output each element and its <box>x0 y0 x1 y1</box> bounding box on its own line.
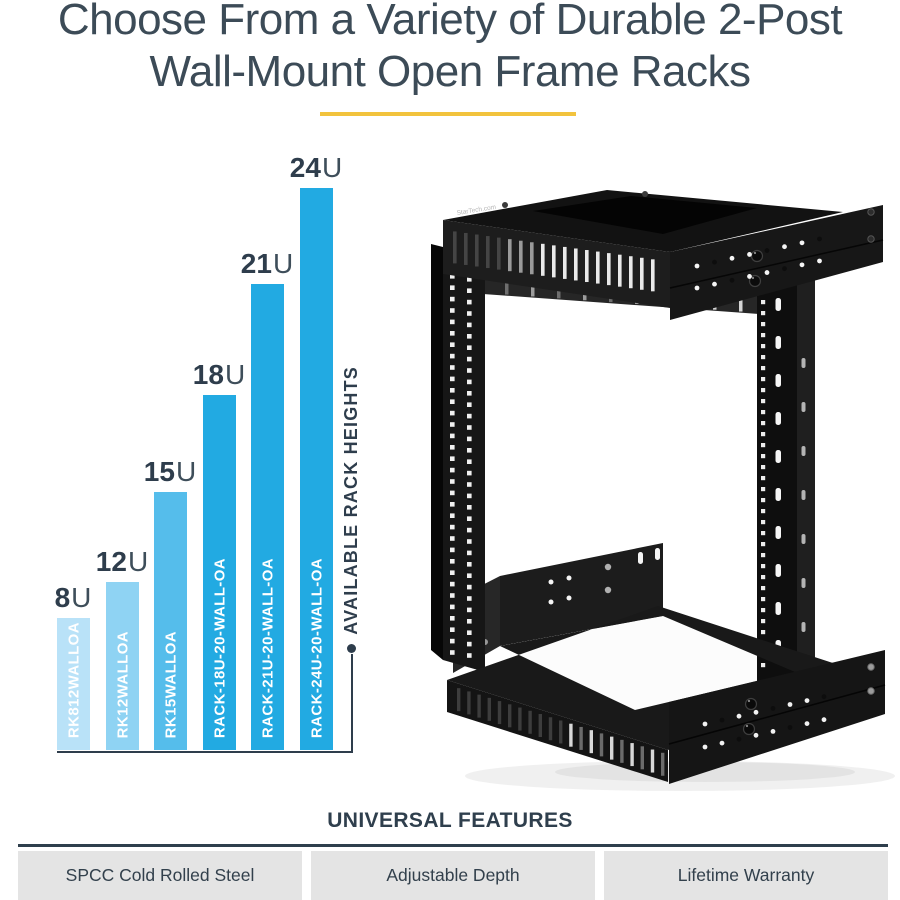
bar-RACK-24U-20-WALL-OA: RACK-24U-20-WALL-OA <box>300 188 333 750</box>
bar-height-label: 15U <box>143 456 197 487</box>
bar-height-label: 18U <box>192 359 246 390</box>
bar-model-label: RK12WALLOA <box>114 630 131 738</box>
bar-model-label: RACK-24U-20-WALL-OA <box>308 557 325 738</box>
rack-right-post <box>757 254 815 692</box>
bar-RK15WALLOA: RK15WALLOA <box>154 492 187 750</box>
bar-height-label: 8U <box>54 582 92 613</box>
bar-RACK-21U-20-WALL-OA: RACK-21U-20-WALL-OA <box>251 284 284 750</box>
rack-heights-chart: AVAILABLE RACK HEIGHTS RK812WALLOA 8U RK12… <box>0 138 390 753</box>
rack-left-post <box>431 244 485 672</box>
bar-model-label: RK812WALLOA <box>65 621 82 738</box>
chart-baseline <box>57 751 353 753</box>
feature-cell-depth: Adjustable Depth <box>311 851 595 900</box>
bar-RK812WALLOA: RK812WALLOA <box>57 618 90 750</box>
rack-floor-opening <box>500 616 795 710</box>
chart-callout-line <box>351 654 353 753</box>
features-heading: UNIVERSAL FEATURES <box>327 809 573 832</box>
rack-bottom-frame <box>447 606 886 784</box>
title-accent-underline <box>320 112 576 116</box>
bar-model-label: RACK-18U-20-WALL-OA <box>211 557 228 738</box>
bar-RK12WALLOA: RK12WALLOA <box>106 582 139 750</box>
title-line-1: Choose From a Variety of Durable 2-Post <box>57 0 843 44</box>
feature-cell-warranty: Lifetime Warranty <box>604 851 888 900</box>
rack-product-photo: StarTech.com <box>431 190 895 791</box>
bar-model-label: RK15WALLOA <box>162 630 179 738</box>
features-row: SPCC Cold Rolled Steel Adjustable Depth … <box>18 851 888 900</box>
rack-top-frame: StarTech.com <box>443 190 884 320</box>
title-line-2: Wall-Mount Open Frame Racks <box>149 47 751 96</box>
feature-cell-material: SPCC Cold Rolled Steel <box>18 851 302 900</box>
chart-callout-dot <box>347 644 356 653</box>
bar-height-label: 24U <box>289 152 343 183</box>
bar-model-label: RACK-21U-20-WALL-OA <box>259 557 276 738</box>
bar-height-label: 12U <box>95 546 149 577</box>
page-title: Choose From a Variety of Durable 2-Post … <box>0 0 900 98</box>
bar-RACK-18U-20-WALL-OA: RACK-18U-20-WALL-OA <box>203 395 236 750</box>
features-divider <box>18 844 888 847</box>
bar-height-label: 21U <box>240 248 294 279</box>
chart-axis-label: AVAILABLE RACK HEIGHTS <box>341 366 361 635</box>
